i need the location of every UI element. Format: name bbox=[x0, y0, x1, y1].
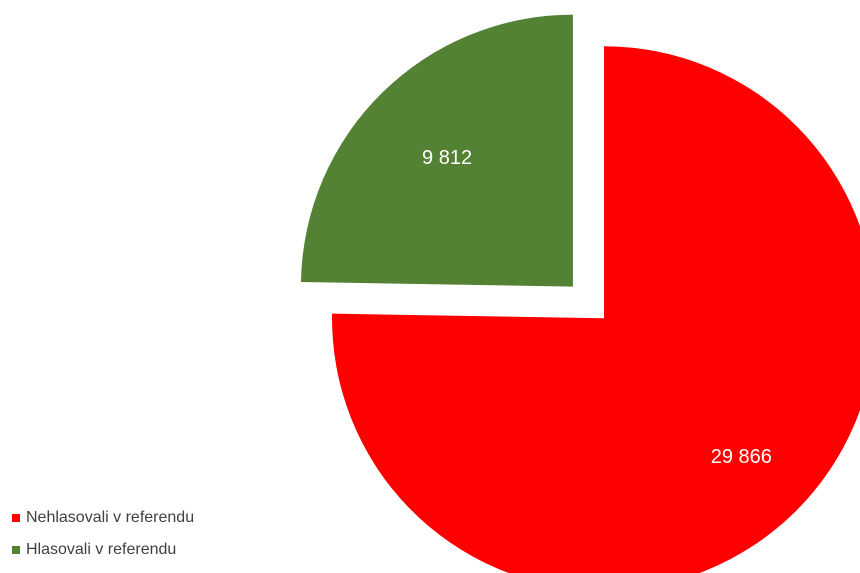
legend-swatch-voted bbox=[12, 546, 20, 554]
data-label-not-voted: 29 866 bbox=[711, 446, 772, 468]
pie-slice-not-voted bbox=[332, 46, 860, 573]
pie-slice-voted bbox=[300, 14, 573, 287]
legend-label-voted: Hlasovali v referendu bbox=[26, 541, 177, 558]
legend-item-not-voted: Nehlasovali v referendu bbox=[12, 502, 194, 534]
chart-legend: Nehlasovali v referendu Hlasovali v refe… bbox=[12, 502, 194, 566]
legend-swatch-not-voted bbox=[12, 514, 20, 522]
legend-item-voted: Hlasovali v referendu bbox=[12, 534, 194, 566]
legend-label-not-voted: Nehlasovali v referendu bbox=[26, 509, 195, 526]
data-label-voted: 9 812 bbox=[422, 147, 472, 169]
